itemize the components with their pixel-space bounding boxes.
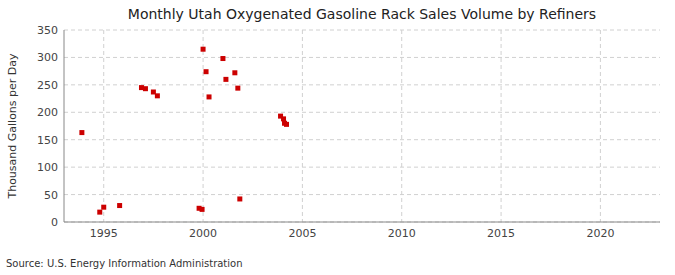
point [117,203,122,208]
y-axis-label: Thousand Gallons per Day [6,53,19,200]
source-note: Source: U.S. Energy Information Administ… [6,258,243,269]
x-tick-label: 2010 [388,227,416,240]
y-grid-line [64,84,660,85]
x-grid-line [501,30,502,222]
y-grid-line [64,194,660,195]
chart: 0 50 100 150 200 250 300 350 1995 2000 2005 2010 201… [0,0,675,275]
x-tick-label: 2015 [487,227,515,240]
y-grid-line [64,57,660,58]
y-grid-line [64,222,660,223]
y-grid-line [64,167,660,168]
point [79,130,84,135]
y-tick-label: 300 [37,51,58,64]
point [223,77,228,82]
points [79,47,289,215]
point [155,93,160,98]
point [101,205,106,210]
point [201,47,206,52]
x-grid-line [203,30,204,222]
y-tick-label: 100 [37,161,58,174]
x-axis-line [64,222,660,223]
x-grid-line [302,30,303,222]
y-grid-line [64,139,660,140]
point [284,122,289,127]
point [207,94,212,99]
point [97,210,102,215]
point [204,69,209,74]
y-tick-label: 200 [37,106,58,119]
y-tick-label: 350 [37,24,58,37]
y-tick-label: 150 [37,134,58,147]
x-tick-label: 1995 [90,227,118,240]
title: Monthly Utah Oxygenated Gasoline Rack Sa… [128,6,596,22]
grid [64,30,660,222]
point [235,86,240,91]
y-grid-line [64,112,660,113]
y-tick-label: 50 [44,189,58,202]
x-tick-label: 2005 [288,227,316,240]
x-grid-line [600,30,601,222]
point [143,86,148,91]
point [281,116,286,121]
point [237,196,242,201]
point [232,70,237,75]
x-tick-label: 2020 [586,227,614,240]
x-grid-line [401,30,402,222]
point [220,56,225,61]
x-tick-label: 2000 [189,227,217,240]
point [200,207,205,212]
y-grid-line [64,30,660,31]
y-axis-line [64,30,65,222]
x-grid-line [103,30,104,222]
y-tick-label: 250 [37,79,58,92]
y-tick-label: 0 [51,216,58,229]
